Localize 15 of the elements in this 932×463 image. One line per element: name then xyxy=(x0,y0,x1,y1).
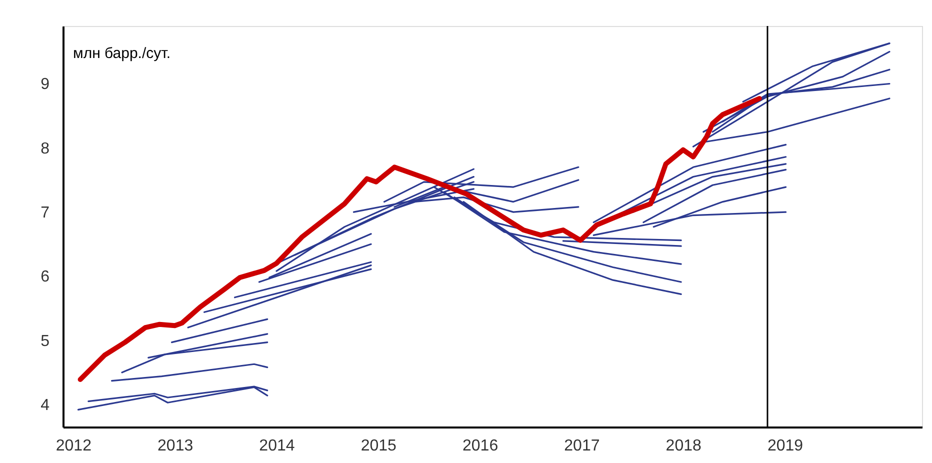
y-tick-label: 5 xyxy=(40,332,50,350)
x-tick-label: 2015 xyxy=(360,438,397,454)
x-tick-label: 2016 xyxy=(462,438,498,454)
x-tick-label: 2012 xyxy=(56,438,92,454)
x-tick-label: 2014 xyxy=(259,438,295,454)
annotation: млн барр./сут. xyxy=(73,45,170,62)
x-tick-label: 2013 xyxy=(158,438,194,454)
x-tick-label: 2017 xyxy=(564,438,600,454)
x-tick-label: 2018 xyxy=(666,438,702,454)
y-tick-label: 4 xyxy=(40,397,50,414)
y-tick-label: 8 xyxy=(40,140,50,158)
y-tick-label: 6 xyxy=(40,268,50,286)
x-tick-label: 2019 xyxy=(767,438,804,454)
y-tick-label: 9 xyxy=(40,76,50,94)
y-tick-label: 7 xyxy=(40,204,50,222)
